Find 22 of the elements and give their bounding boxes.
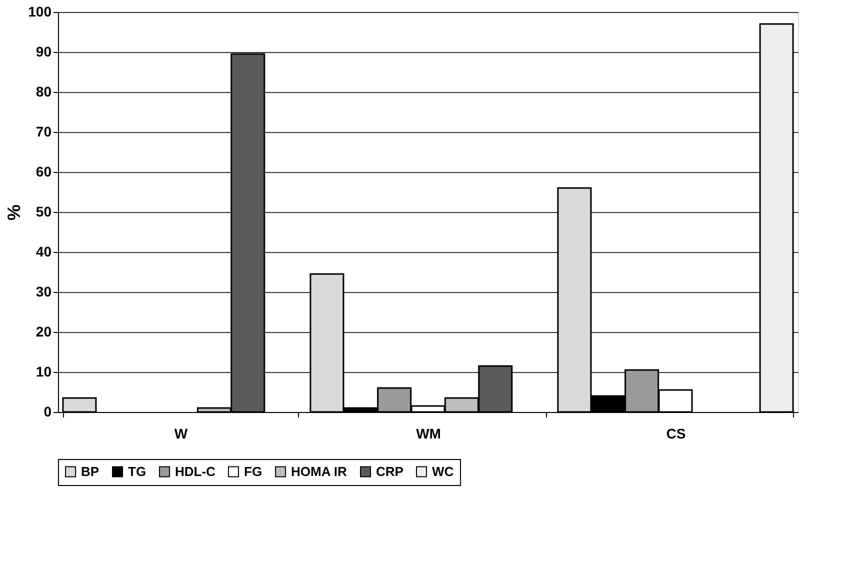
y-axis-title: %: [4, 204, 24, 221]
y-tick-label: 30: [36, 284, 52, 300]
y-tick-label: 100: [28, 4, 52, 20]
y-tick-label: 80: [36, 84, 52, 100]
y-tick-label: 10: [36, 364, 52, 380]
legend-label: HDL-C: [175, 464, 216, 479]
y-tick-label: 60: [36, 164, 52, 180]
x-tick-label: WM: [416, 426, 441, 442]
legend-label: BP: [81, 464, 100, 479]
legend-label: WC: [432, 464, 454, 479]
y-tick-label: 40: [36, 244, 52, 260]
y-tick-label: 20: [36, 324, 52, 340]
legend-label: TG: [128, 464, 146, 479]
legend-label: CRP: [376, 464, 404, 479]
y-tick-label: 0: [44, 404, 52, 420]
y-tick-label: 90: [36, 44, 52, 60]
legend-label: HOMA IR: [291, 464, 348, 479]
y-tick-label: 70: [36, 124, 52, 140]
x-tick-label: W: [174, 426, 188, 442]
y-tick-label: 50: [36, 204, 52, 220]
x-tick-label: CS: [666, 426, 686, 442]
legend-label: FG: [244, 464, 262, 479]
